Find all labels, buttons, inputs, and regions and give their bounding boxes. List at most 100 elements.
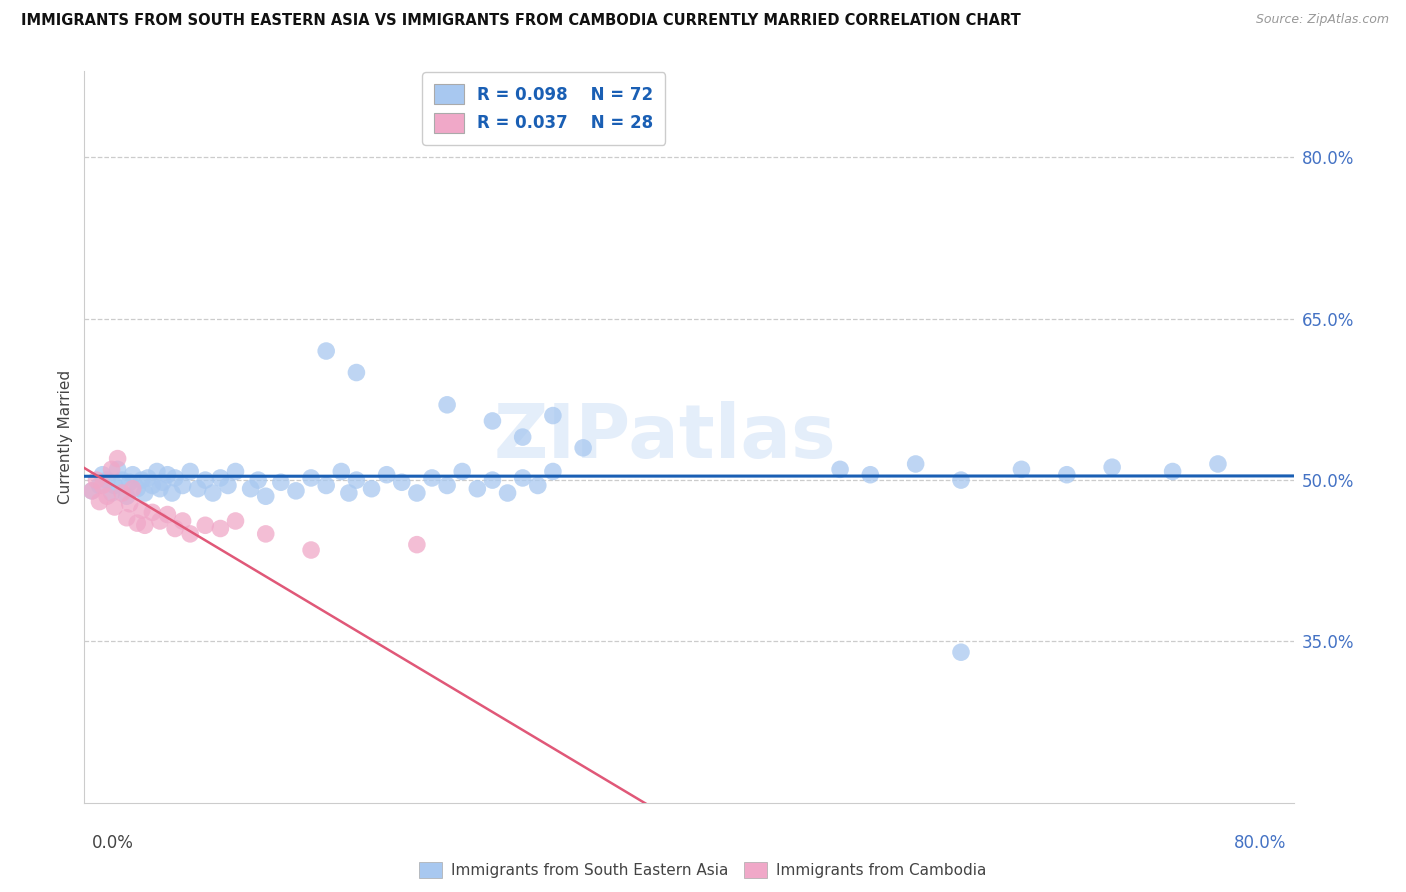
Point (209, 521, 232, 535)
Point (100, 486, 122, 500)
Point (254, 527, 277, 541)
Point (436, 398, 458, 412)
Point (91, 467, 114, 482)
Point (420, 471, 443, 485)
Point (80, 483, 103, 498)
Point (118, 475, 141, 490)
Point (149, 514, 172, 528)
Point (201, 486, 224, 500)
Text: IMMIGRANTS FROM SOUTH EASTERN ASIA VS IMMIGRANTS FROM CAMBODIA CURRENTLY MARRIED: IMMIGRANTS FROM SOUTH EASTERN ASIA VS IM… (21, 13, 1021, 29)
Point (134, 486, 156, 500)
Point (496, 869, 519, 883)
Point (270, 475, 292, 490)
Point (104, 500, 127, 514)
Point (80, 483, 103, 498)
Point (141, 505, 163, 519)
Point (156, 508, 179, 522)
Point (406, 486, 429, 500)
Point (134, 518, 156, 533)
Text: Source: ZipAtlas.com: Source: ZipAtlas.com (1256, 13, 1389, 27)
Point (89, 478, 111, 492)
Point (115, 510, 138, 524)
Point (346, 473, 368, 487)
Point (146, 465, 169, 479)
Point (136, 471, 159, 485)
Point (299, 471, 322, 485)
Point (541, 409, 564, 423)
Point (406, 538, 429, 552)
Point (107, 462, 129, 476)
Point (254, 489, 277, 503)
Point (149, 482, 172, 496)
Point (496, 486, 519, 500)
Point (1010, 462, 1032, 476)
Point (209, 471, 232, 485)
Point (160, 486, 183, 500)
Text: ZIPatlas: ZIPatlas (494, 401, 837, 474)
Point (1101, 460, 1123, 475)
Point (512, 430, 534, 444)
Point (315, 344, 337, 359)
Point (121, 467, 143, 482)
Point (194, 518, 217, 533)
Point (526, 478, 548, 492)
Point (299, 543, 322, 558)
Point (152, 475, 174, 490)
Point (451, 465, 474, 479)
Point (239, 482, 262, 496)
Point (194, 473, 217, 487)
Text: 80.0%: 80.0% (1234, 834, 1286, 852)
Point (467, 482, 489, 496)
Point (950, 473, 973, 487)
Point (337, 486, 360, 500)
Point (127, 516, 149, 530)
Point (131, 473, 153, 487)
Point (360, 482, 382, 496)
Point (950, 645, 973, 659)
Point (111, 486, 134, 500)
Point (375, 467, 398, 482)
Legend: R = 0.098    N = 72, R = 0.037    N = 28: R = 0.098 N = 72, R = 0.037 N = 28 (422, 72, 665, 145)
Point (481, 414, 503, 428)
Text: 0.0%: 0.0% (91, 834, 134, 852)
Point (830, 462, 852, 476)
Point (436, 478, 458, 492)
Point (96, 489, 118, 503)
Point (131, 503, 153, 517)
Point (104, 478, 127, 492)
Point (91, 478, 114, 492)
Point (121, 482, 143, 496)
Point (156, 467, 179, 482)
Point (284, 483, 308, 498)
Point (127, 482, 149, 496)
Point (330, 465, 353, 479)
Point (1206, 457, 1229, 471)
Point (96, 473, 118, 487)
Point (187, 482, 209, 496)
Point (217, 478, 239, 492)
Point (1161, 465, 1184, 479)
Point (107, 451, 129, 466)
Point (172, 514, 194, 528)
Point (541, 465, 564, 479)
Point (86, 473, 108, 487)
Point (315, 478, 337, 492)
Point (346, 366, 368, 380)
Point (172, 478, 194, 492)
Point (111, 473, 134, 487)
Point (1056, 467, 1078, 482)
Point (225, 514, 247, 528)
Point (179, 465, 201, 479)
Point (118, 497, 141, 511)
Point (163, 471, 186, 485)
Point (225, 465, 247, 479)
Point (163, 521, 186, 535)
Point (859, 467, 882, 482)
Point (179, 527, 201, 541)
Y-axis label: Currently Married: Currently Married (58, 370, 73, 504)
Point (141, 478, 163, 492)
Point (89, 494, 111, 508)
Point (904, 457, 927, 471)
Point (572, 441, 595, 455)
Point (391, 475, 413, 490)
